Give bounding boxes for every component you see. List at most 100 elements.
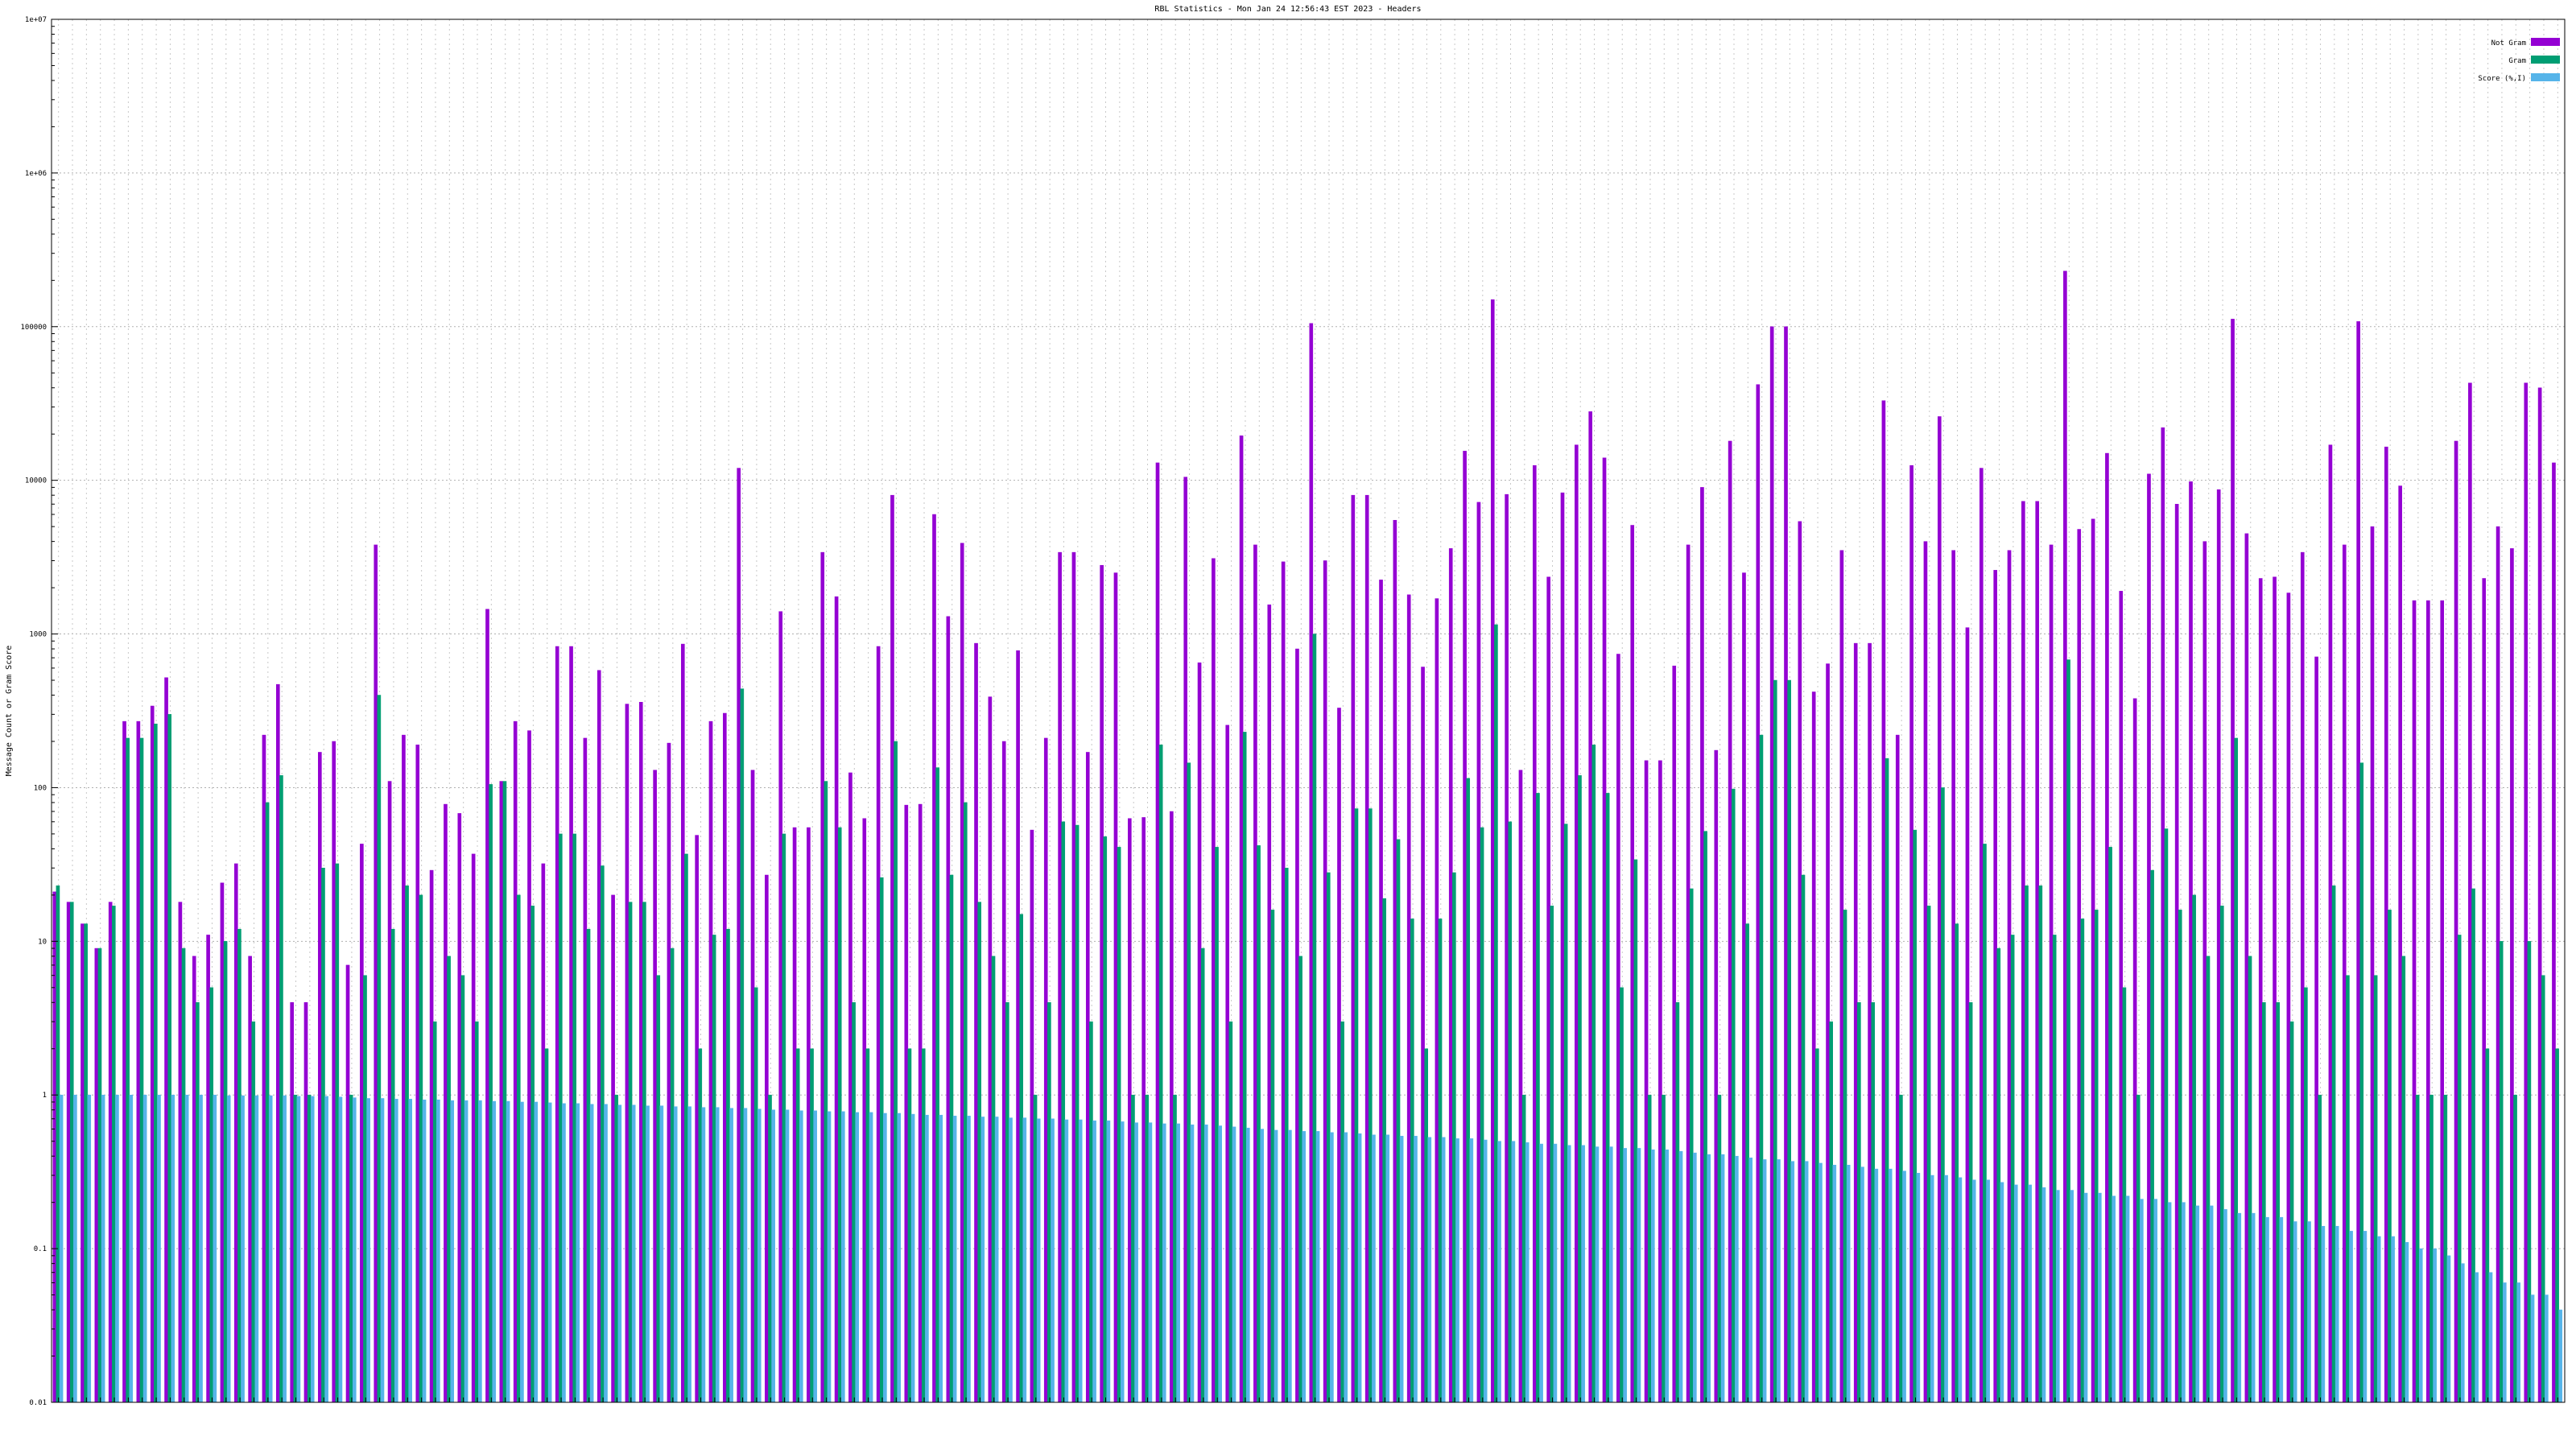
bar-score-i- xyxy=(1106,1120,1111,1403)
bar-not-gram xyxy=(290,1002,294,1403)
bar-not-gram xyxy=(1575,444,1579,1403)
bar-not-gram xyxy=(80,923,85,1403)
bar-score-i- xyxy=(1693,1152,1697,1403)
bar-gram xyxy=(2401,956,2406,1403)
bar-not-gram xyxy=(2231,319,2235,1403)
bar-gram xyxy=(740,688,745,1403)
bar-not-gram xyxy=(1742,572,1746,1403)
bar-gram xyxy=(1745,923,1749,1403)
bar-gram xyxy=(1675,1002,1680,1403)
bar-gram xyxy=(1689,888,1694,1403)
bar-score-i- xyxy=(1441,1137,1446,1403)
bar-gram xyxy=(69,902,74,1403)
bar-not-gram xyxy=(2174,503,2179,1403)
bar-gram xyxy=(1005,1002,1009,1403)
bar-not-gram xyxy=(471,853,476,1403)
bar-not-gram xyxy=(2440,600,2445,1403)
bar-score-i- xyxy=(589,1104,594,1403)
bar-gram xyxy=(1326,872,1331,1403)
bar-gram xyxy=(1410,919,1414,1403)
bar-gram xyxy=(865,1048,870,1403)
bar-gram xyxy=(1075,824,1080,1403)
bar-not-gram xyxy=(1700,487,1704,1403)
bar-gram xyxy=(1941,787,1945,1403)
bar-not-gram xyxy=(485,609,489,1403)
bar-gram xyxy=(2220,906,2224,1403)
bar-gram xyxy=(2206,956,2211,1403)
bar-score-i- xyxy=(729,1108,733,1403)
bar-gram xyxy=(1228,1021,1233,1403)
bar-not-gram xyxy=(1979,468,1984,1403)
bar-score-i- xyxy=(1190,1124,1195,1403)
bar-score-i- xyxy=(254,1095,259,1403)
bar-score-i- xyxy=(799,1110,803,1403)
bar-score-i- xyxy=(2000,1182,2004,1403)
bar-not-gram xyxy=(1505,493,1509,1403)
bar-not-gram xyxy=(1155,462,1160,1403)
bar-not-gram xyxy=(2035,501,2040,1403)
bar-score-i- xyxy=(1302,1131,1307,1403)
bar-gram xyxy=(1508,821,1513,1403)
bar-score-i- xyxy=(841,1111,845,1403)
bar-not-gram xyxy=(1100,564,1104,1403)
bar-score-i- xyxy=(1553,1143,1558,1403)
bar-score-i- xyxy=(1274,1129,1278,1403)
bar-not-gram xyxy=(402,734,406,1403)
bar-gram xyxy=(1242,732,1247,1403)
bar-not-gram xyxy=(1085,752,1090,1403)
bar-not-gram xyxy=(1364,494,1369,1403)
bar-not-gram xyxy=(541,863,546,1403)
bar-not-gram xyxy=(2161,427,2165,1403)
bar-score-i- xyxy=(939,1114,943,1403)
bar-score-i- xyxy=(1930,1174,1934,1403)
bar-score-i- xyxy=(2418,1248,2423,1403)
bar-not-gram xyxy=(1532,464,1537,1403)
bar-score-i- xyxy=(2293,1221,2297,1403)
bar-score-i- xyxy=(268,1095,273,1403)
bar-score-i- xyxy=(1427,1137,1432,1403)
bar-score-i- xyxy=(1497,1141,1501,1403)
bar-gram xyxy=(2122,987,2127,1403)
bar-gram xyxy=(2513,1094,2517,1403)
bar-not-gram xyxy=(1686,544,1690,1403)
bar-not-gram xyxy=(248,956,252,1403)
bar-not-gram xyxy=(2216,489,2221,1403)
bar-not-gram xyxy=(778,611,783,1403)
y-tick-label: 0.01 xyxy=(29,1399,47,1407)
bar-gram xyxy=(1396,839,1401,1403)
bar-gram xyxy=(377,695,382,1403)
bar-score-i- xyxy=(1637,1148,1641,1403)
bar-score-i- xyxy=(1162,1123,1166,1403)
bar-score-i- xyxy=(897,1113,902,1403)
bar-score-i- xyxy=(1315,1131,1320,1403)
bar-gram xyxy=(1215,847,1219,1403)
bar-not-gram xyxy=(1379,580,1383,1403)
bar-gram xyxy=(126,737,130,1403)
bar-not-gram xyxy=(1393,519,1397,1403)
bar-score-i- xyxy=(1608,1146,1613,1403)
bar-gram xyxy=(935,767,939,1403)
bar-score-i- xyxy=(1720,1154,1725,1403)
bar-not-gram xyxy=(1923,541,1928,1403)
bar-not-gram xyxy=(499,781,504,1403)
bar-gram xyxy=(1494,624,1498,1403)
bar-not-gram xyxy=(597,670,601,1403)
bar-gram xyxy=(852,1002,856,1403)
bar-not-gram xyxy=(1212,558,1216,1403)
bar-score-i- xyxy=(1623,1148,1627,1403)
y-tick-label: 10 xyxy=(38,938,47,946)
bar-score-i- xyxy=(1567,1145,1571,1403)
bar-not-gram xyxy=(1239,436,1244,1403)
bar-score-i- xyxy=(2167,1202,2172,1403)
bar-gram xyxy=(1340,1021,1344,1403)
bar-gram xyxy=(2499,941,2504,1403)
bar-score-i- xyxy=(785,1109,790,1403)
bar-not-gram xyxy=(2132,698,2137,1403)
bar-gram xyxy=(1787,679,1791,1403)
bar-not-gram xyxy=(1281,561,1286,1403)
bar-gram xyxy=(2066,659,2070,1403)
bar-not-gram xyxy=(1043,737,1048,1403)
bar-gram xyxy=(2108,847,2112,1403)
bar-not-gram xyxy=(1253,544,1257,1403)
bar-not-gram xyxy=(862,818,867,1403)
